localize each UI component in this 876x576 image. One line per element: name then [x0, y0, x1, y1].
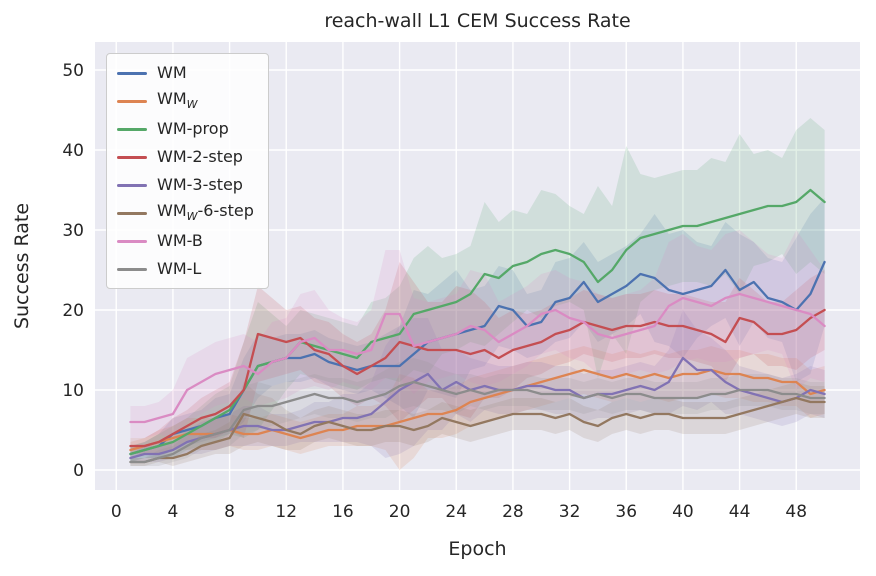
legend-line-swatch [117, 99, 147, 103]
legend-label: WM-B [157, 231, 203, 250]
series-line-WM-B [129, 292, 826, 424]
legend-item-WM-2-step: WM-2-step [117, 145, 254, 169]
legend-item-WM: WM [117, 61, 254, 85]
x-tick-label: 48 [785, 502, 807, 522]
legend: WM WMW WM-prop WM-2-step WM-3-step WMW-6-step… [106, 53, 269, 289]
confidence-band-WM_W [130, 346, 825, 470]
legend-label: WM-L [157, 259, 202, 278]
series-line-WM_W-6-step [129, 396, 826, 464]
confidence-band-WM-L [130, 358, 825, 466]
legend-line-swatch [117, 183, 147, 187]
legend-label: WM-2-step [157, 147, 243, 166]
legend-item-WM_W-6-step: WMW-6-step [117, 201, 254, 225]
legend-label: WMW [157, 89, 198, 112]
y-tick-label: 10 [62, 381, 84, 401]
confidence-band-WM-B [130, 230, 825, 438]
legend-label: WMW-6-step [157, 201, 254, 224]
series-line-WM-L [129, 380, 826, 464]
x-tick-label: 40 [672, 502, 694, 522]
y-tick-label: 0 [73, 461, 84, 481]
legend-line-swatch [117, 239, 147, 243]
legend-label: WM-prop [157, 119, 229, 138]
chart-title: reach-wall L1 CEM Success Rate [324, 10, 631, 32]
series-line-WM-2-step [129, 308, 826, 448]
x-tick-label: 24 [445, 502, 467, 522]
y-axis-label: Success Rate [11, 202, 33, 330]
x-tick-label: 0 [111, 502, 122, 522]
legend-line-swatch [117, 127, 147, 131]
legend-label: WM-3-step [157, 175, 243, 194]
y-tick-label: 40 [62, 141, 84, 161]
legend-item-WM-L: WM-L [117, 257, 254, 281]
x-tick-label: 20 [389, 502, 411, 522]
x-tick-label: 8 [224, 502, 235, 522]
confidence-band-WM-prop [130, 118, 825, 462]
x-tick-label: 32 [559, 502, 581, 522]
legend-item-WM-3-step: WM-3-step [117, 173, 254, 197]
y-tick-label: 50 [62, 61, 84, 81]
x-tick-label: 36 [615, 502, 637, 522]
legend-item-WM-B: WM-B [117, 229, 254, 253]
x-tick-label: 16 [332, 502, 354, 522]
x-tick-label: 12 [275, 502, 297, 522]
confidence-band-WM [130, 198, 825, 462]
series-line-WM-3-step [129, 356, 826, 460]
x-tick-label: 4 [168, 502, 179, 522]
y-tick-label: 20 [62, 301, 84, 321]
legend-label: WM [157, 63, 187, 82]
y-tick-label: 30 [62, 221, 84, 241]
x-tick-label: 28 [502, 502, 524, 522]
confidence-band-WM-2-step [130, 262, 825, 454]
legend-item-WM_W: WMW [117, 89, 254, 113]
series-line-WM-prop [129, 188, 826, 456]
x-tick-label: 44 [729, 502, 751, 522]
legend-line-swatch [117, 211, 147, 215]
x-axis-label: Epoch [448, 538, 507, 560]
legend-line-swatch [117, 155, 147, 159]
legend-line-swatch [117, 267, 147, 271]
legend-item-WM-prop: WM-prop [117, 117, 254, 141]
legend-line-swatch [117, 71, 147, 75]
